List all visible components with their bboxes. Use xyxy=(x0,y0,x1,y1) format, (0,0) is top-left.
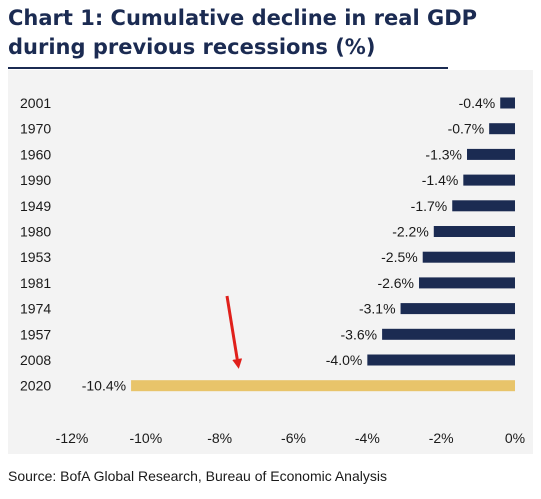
category-label-1960: 1960 xyxy=(20,146,51,162)
bar-2001 xyxy=(500,97,515,109)
bar-1960 xyxy=(467,148,515,160)
value-label-1957: -3.6% xyxy=(341,326,378,342)
bar-1974 xyxy=(400,303,515,315)
bar-1990 xyxy=(463,174,515,186)
category-label-2008: 2008 xyxy=(20,352,51,368)
category-label-1957: 1957 xyxy=(20,326,51,342)
title-underline xyxy=(8,67,448,69)
x-tick-label: -4% xyxy=(355,430,380,446)
category-label-2001: 2001 xyxy=(20,95,51,111)
value-label-2020: -10.4% xyxy=(82,378,126,394)
x-tick-label: -12% xyxy=(56,430,89,446)
value-label-1981: -2.6% xyxy=(377,275,414,291)
value-label-1953: -2.5% xyxy=(381,249,418,265)
annotation-arrow xyxy=(225,295,243,369)
category-label-1970: 1970 xyxy=(20,121,51,137)
chart-area: 2001 -0.4% 1970 -0.7% 1960 -1.3% 1990 -1.4% 1949… xyxy=(8,70,533,454)
value-label-1974: -3.1% xyxy=(359,301,396,317)
bar-1981 xyxy=(419,277,515,289)
category-label-1949: 1949 xyxy=(20,198,51,214)
bar-1953 xyxy=(422,251,515,263)
bar-1957 xyxy=(382,328,515,340)
x-tick-label: -8% xyxy=(207,430,232,446)
x-tick-label: -6% xyxy=(281,430,306,446)
bar-1970 xyxy=(489,123,515,135)
category-label-1974: 1974 xyxy=(20,301,51,317)
value-label-2008: -4.0% xyxy=(326,352,363,368)
category-label-1953: 1953 xyxy=(20,249,51,265)
bar-1980 xyxy=(433,226,515,237)
bar-2008 xyxy=(367,354,515,366)
category-label-1990: 1990 xyxy=(20,172,51,188)
bar-chart: 2001 -0.4% 1970 -0.7% 1960 -1.3% 1990 -1.4% 1949… xyxy=(20,95,525,446)
value-label-1949: -1.7% xyxy=(411,198,448,214)
value-label-1960: -1.3% xyxy=(425,146,462,162)
value-label-1990: -1.4% xyxy=(422,172,459,188)
category-label-1980: 1980 xyxy=(20,224,51,240)
x-tick-label: 0% xyxy=(505,430,525,446)
category-label-1981: 1981 xyxy=(20,275,51,291)
category-label-2020: 2020 xyxy=(20,378,51,394)
bar-2020 xyxy=(131,380,516,392)
bar-1949 xyxy=(452,200,515,212)
x-tick-label: -2% xyxy=(429,430,454,446)
value-label-1980: -2.2% xyxy=(392,224,429,240)
value-label-2001: -0.4% xyxy=(459,95,496,111)
x-tick-label: -10% xyxy=(129,430,162,446)
chart-title: Chart 1: Cumulative decline in real GDP … xyxy=(8,6,478,59)
value-label-1970: -0.7% xyxy=(448,121,485,137)
source-note: Source: BofA Global Research, Bureau of … xyxy=(8,468,387,484)
